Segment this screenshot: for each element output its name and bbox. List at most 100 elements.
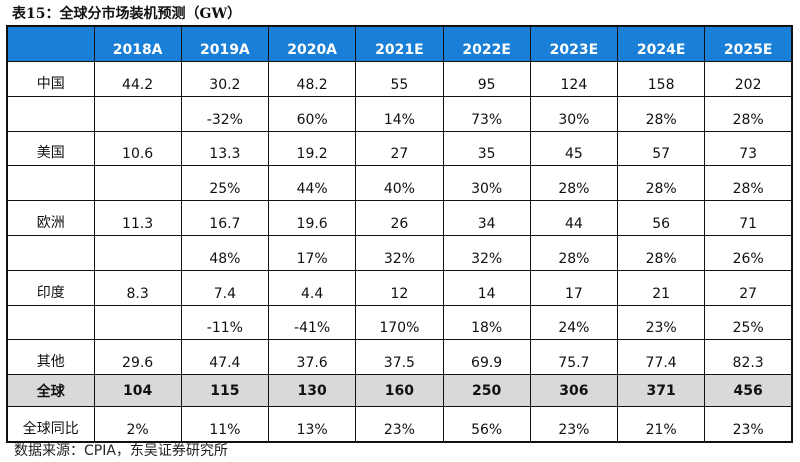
table-cell: 37.5: [355, 339, 444, 376]
table-cell: 34: [442, 200, 531, 236]
header-row: 2018A 2019A 2020A 2021E 2022E 2023E 2024E 2025E: [6, 25, 793, 62]
table-cell: [93, 165, 182, 202]
table-cell: 57: [616, 130, 706, 167]
table-cell: 14: [442, 269, 531, 306]
table-cell: 28%: [616, 165, 706, 202]
table-cell: 60%: [267, 95, 357, 132]
table-cell: 23%: [529, 405, 619, 443]
table-row: -11% -41% 170% 18% 24% 23% 25%: [6, 304, 793, 341]
table-cell: 28%: [616, 95, 706, 132]
table-cell: 28%: [704, 165, 793, 202]
table-cell: 13%: [267, 405, 357, 443]
table-row: 中国 44.2 30.2 48.2 55 95 124 158 202: [6, 61, 793, 97]
table-cell: 19.6: [267, 200, 357, 236]
table-cell: 14%: [355, 95, 444, 132]
table-cell: 250: [442, 374, 531, 407]
table-cell: 130: [267, 374, 357, 407]
table-cell: 456: [704, 374, 793, 407]
table-cell: 55: [355, 61, 444, 97]
table-row: 欧洲 11.3 16.7 19.6 26 34 44 56 71: [6, 200, 793, 236]
table-cell: 28%: [529, 234, 619, 271]
row-label: 欧洲: [6, 200, 95, 236]
table-cell: 202: [704, 61, 793, 97]
table-cell: 104: [93, 374, 182, 407]
table-cell: 95: [442, 61, 531, 97]
table-cell: 4.4: [267, 269, 357, 306]
column-header: 2022E: [442, 25, 531, 62]
row-label: [6, 304, 95, 341]
row-label: 印度: [6, 269, 95, 306]
table-cell: 26%: [704, 234, 793, 271]
table-cell: 28%: [529, 165, 619, 202]
table-cell: 30%: [529, 95, 619, 132]
table-cell: 35: [442, 130, 531, 167]
table-cell: 82.3: [704, 339, 793, 376]
table-cell: 13.3: [180, 130, 270, 167]
table-row: 全球同比 2% 11% 13% 23% 56% 23% 21% 23%: [6, 405, 793, 443]
table-cell: 56: [616, 200, 706, 236]
table-cell: 26: [355, 200, 444, 236]
table-cell: 29.6: [93, 339, 182, 376]
table-cell: 2%: [93, 405, 182, 443]
table-cell: 23%: [355, 405, 444, 443]
table-cell: -41%: [267, 304, 357, 341]
table-cell: 37.6: [267, 339, 357, 376]
table-cell: 30%: [442, 165, 531, 202]
table-cell: 48%: [180, 234, 270, 271]
forecast-table: 2018A 2019A 2020A 2021E 2022E 2023E 2024E 2025E…: [6, 25, 793, 443]
table-cell: 19.2: [267, 130, 357, 167]
row-label: [6, 165, 95, 202]
table-row: 印度 8.3 7.4 4.4 12 14 17 21 27: [6, 269, 793, 306]
table-cell: 27: [355, 130, 444, 167]
table-cell: 69.9: [442, 339, 531, 376]
table-cell: 27: [704, 269, 793, 306]
table-cell: 28%: [704, 95, 793, 132]
table-cell: 10.6: [93, 130, 182, 167]
table-cell: 48.2: [267, 61, 357, 97]
column-header: 2019A: [180, 25, 270, 62]
table-cell: 47.4: [180, 339, 270, 376]
column-header: 2024E: [616, 25, 706, 62]
table-cell: 23%: [616, 304, 706, 341]
table-cell: 32%: [355, 234, 444, 271]
table-row: 全球 104 115 130 160 250 306 371 456: [6, 374, 793, 407]
table-row: 美国 10.6 13.3 19.2 27 35 45 57 73: [6, 130, 793, 167]
table-cell: 12: [355, 269, 444, 306]
table-cell: 71: [704, 200, 793, 236]
table-cell: 17%: [267, 234, 357, 271]
row-label: 中国: [6, 61, 95, 97]
row-label: 全球: [6, 374, 95, 407]
table-cell: 170%: [355, 304, 444, 341]
column-header: 2025E: [704, 25, 793, 62]
table-cell: 24%: [529, 304, 619, 341]
column-header: 2021E: [355, 25, 444, 62]
table-cell: 25%: [180, 165, 270, 202]
row-label: [6, 234, 95, 271]
table-cell: 25%: [704, 304, 793, 341]
column-header: 2020A: [267, 25, 357, 62]
table-cell: 21%: [616, 405, 706, 443]
table-cell: -11%: [180, 304, 270, 341]
column-header: 2018A: [93, 25, 182, 62]
table-cell: 11%: [180, 405, 270, 443]
table-cell: [93, 304, 182, 341]
table-cell: 158: [616, 61, 706, 97]
table-cell: 45: [529, 130, 619, 167]
row-label: 全球同比: [6, 405, 95, 443]
table-cell: 160: [355, 374, 444, 407]
table-cell: 44.2: [93, 61, 182, 97]
table-cell: 32%: [442, 234, 531, 271]
table-cell: 124: [529, 61, 619, 97]
table-cell: 44: [529, 200, 619, 236]
table-cell: 17: [529, 269, 619, 306]
row-label: 其他: [6, 339, 95, 376]
column-header: 2023E: [529, 25, 619, 62]
table-cell: 8.3: [93, 269, 182, 306]
table-cell: 18%: [442, 304, 531, 341]
table-cell: 73: [704, 130, 793, 167]
table-cell: 11.3: [93, 200, 182, 236]
table-cell: 21: [616, 269, 706, 306]
table-cell: 77.4: [616, 339, 706, 376]
table-cell: [93, 95, 182, 132]
table-cell: 56%: [442, 405, 531, 443]
